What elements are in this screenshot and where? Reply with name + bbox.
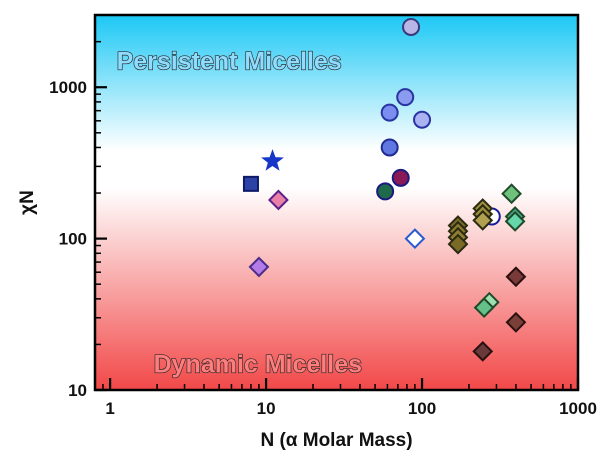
data-point-circle [396,88,415,107]
data-point-circle [413,110,432,129]
x-axis-title: N (α Molar Mass) [260,430,412,451]
y-axis-title: χN [17,190,38,215]
data-point-diamond [248,256,270,278]
data-point-circle [380,138,399,157]
data-point-circle [376,182,395,201]
data-point-diamond [268,189,289,211]
region-label: Persistent Micelles [117,48,342,76]
plot-frame [93,13,580,392]
data-point-circle [380,103,399,122]
y-tick-label: 10 [68,381,87,400]
data-point-star [261,149,284,171]
data-point-diamond [473,297,495,319]
plot-background [95,15,578,390]
data-point-diamond [472,340,494,362]
data-point-diamond [505,266,527,288]
data-point-diamond [472,209,494,231]
data-point-square [242,175,259,192]
y-tick-label: 100 [59,230,87,249]
x-tick-label: 10 [257,399,276,418]
data-point-diamond [404,228,426,250]
data-point-diamond [504,210,526,232]
x-tick-label: 100 [408,399,436,418]
y-tick-label: 1000 [49,78,87,97]
data-point-circle [402,17,421,36]
x-tick-label: 1000 [559,399,597,418]
region-label: Dynamic Micelles [154,350,362,378]
data-point-circle [391,168,410,187]
data-point-diamond [505,311,527,333]
x-tick-label: 1 [105,399,114,418]
data-point-diamond [447,233,469,255]
data-point-diamond [501,183,522,205]
